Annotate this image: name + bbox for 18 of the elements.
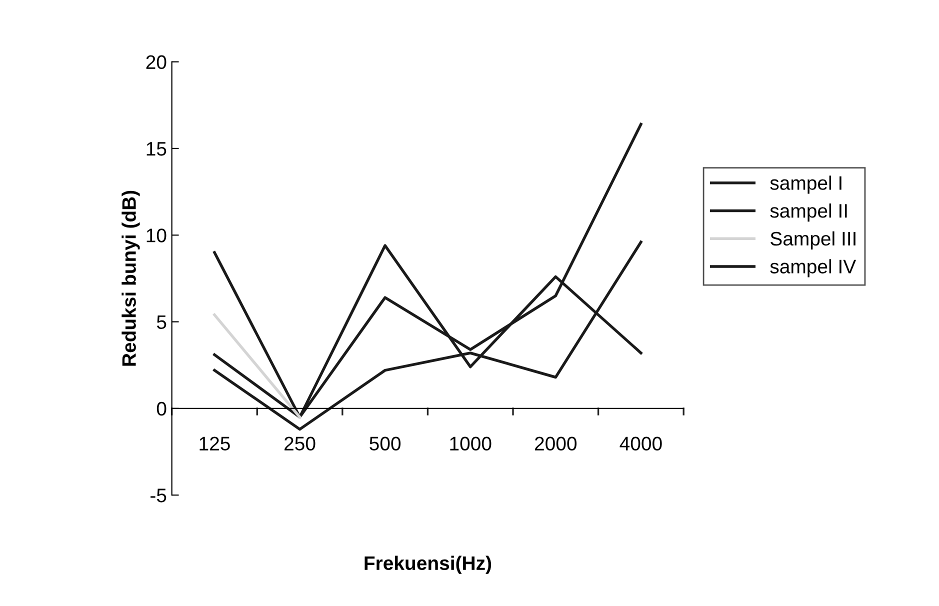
x-tick-label: 125 <box>200 436 230 451</box>
x-axis-title: Frekuensi(Hz) <box>364 556 492 574</box>
y-tick-label: -5 <box>150 488 166 502</box>
y-tick-label: 10 <box>146 228 166 242</box>
x-tick-label: 500 <box>370 436 401 451</box>
y-tick-label: 15 <box>146 142 166 156</box>
legend-label: sampel IV <box>770 259 856 278</box>
y-tick-label: 0 <box>156 402 166 416</box>
y-tick-label: 20 <box>146 55 166 70</box>
y-axis-title: Reduksi bunyi (dB) <box>122 190 140 366</box>
y-tick-label: 5 <box>156 315 166 330</box>
x-tick-label: 2000 <box>535 436 577 451</box>
legend-label: Sampel III <box>770 231 856 250</box>
legend-label: sampel II <box>770 203 847 222</box>
legend-label: sampel I <box>770 176 842 194</box>
x-tick-label: 4000 <box>620 436 662 451</box>
x-tick-label: 250 <box>284 436 316 451</box>
x-tick-label: 1000 <box>450 436 492 451</box>
